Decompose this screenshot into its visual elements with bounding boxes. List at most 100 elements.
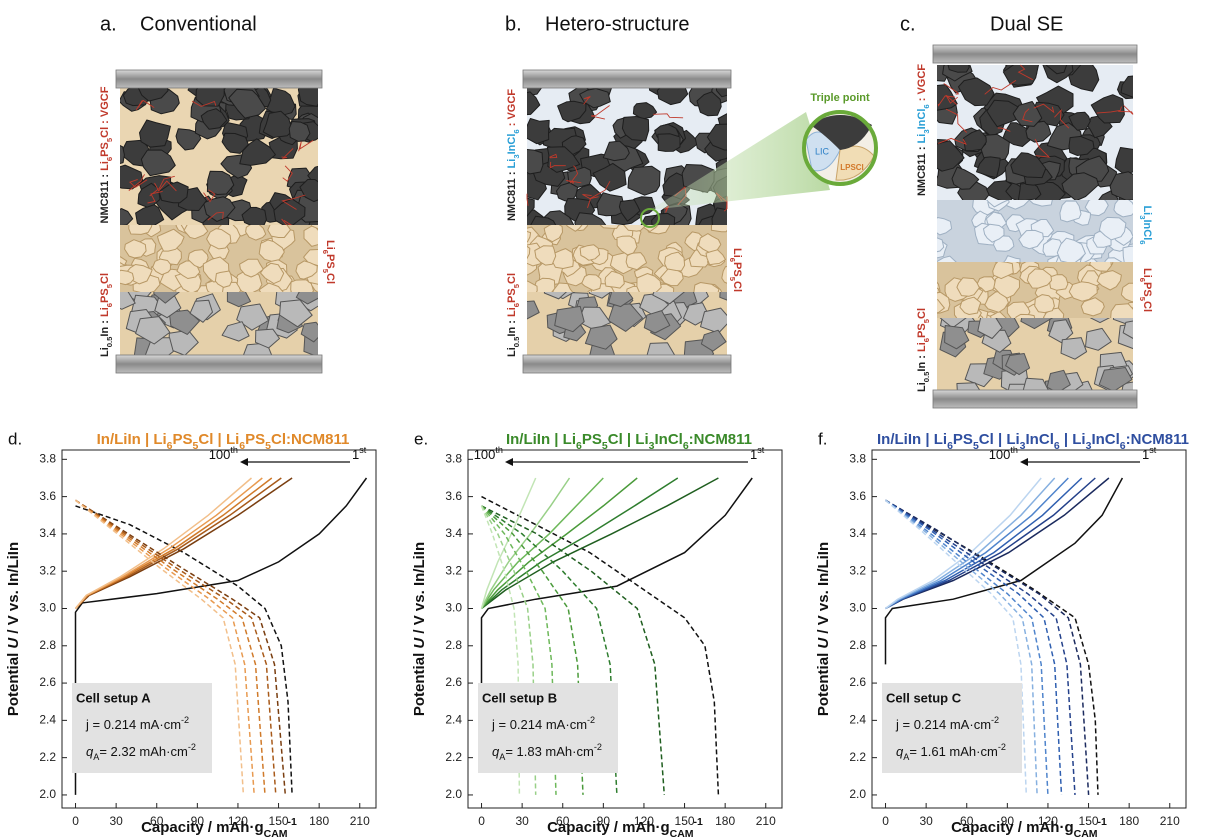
- carbon-fiber: [943, 83, 960, 95]
- x-tick-label: 150: [269, 814, 289, 828]
- particle: [299, 179, 318, 203]
- particle: [315, 225, 318, 231]
- carbon-fiber: [154, 180, 177, 192]
- side-label: NMC811 : Li3InCl6 : VGCF: [506, 89, 521, 221]
- particle: [262, 110, 294, 138]
- side-label: Li0.5In : Li6PS5Cl: [916, 308, 931, 392]
- particle: [596, 192, 626, 217]
- current-collector: [115, 354, 323, 374]
- charge-curve: [481, 477, 719, 610]
- x-tick-label: 120: [228, 814, 248, 828]
- particle: [245, 225, 267, 241]
- inset-left: LIC: [815, 146, 830, 156]
- y-axis-label: Potential U / V vs. In/LiIn: [815, 542, 832, 716]
- particle: [963, 129, 987, 152]
- y-tick-label: 3.8: [445, 451, 462, 465]
- carbon-fiber: [191, 100, 217, 107]
- particle: [527, 230, 532, 243]
- particle: [937, 140, 965, 172]
- discharge-curve: [75, 499, 266, 795]
- x-tick-label: 180: [1119, 814, 1139, 828]
- particle: [527, 197, 535, 217]
- side-label-part: Li0.5In :: [99, 317, 114, 357]
- particle: [1090, 94, 1125, 124]
- particle: [1084, 200, 1109, 217]
- side-label: NMC811 : Li3InCl6 : VGCF: [916, 64, 931, 196]
- side-label: Li6PS5Cl: [728, 248, 743, 292]
- panel-label: f.: [818, 429, 827, 448]
- setup-box: [882, 683, 1022, 773]
- x-tick-label: 90: [597, 814, 611, 828]
- particle: [120, 164, 144, 190]
- particle: [1020, 318, 1054, 330]
- side-label: Li6PS5Cl: [1138, 268, 1153, 312]
- y-tick-label: 3.2: [445, 563, 462, 577]
- particle: [1085, 327, 1112, 351]
- x-tick-label: 180: [715, 814, 735, 828]
- particle: [139, 119, 171, 148]
- panel-label: c.: [900, 13, 916, 35]
- y-tick-label: 2.0: [445, 787, 462, 801]
- side-label-part: Li6PS5Cl: [506, 273, 521, 317]
- particle: [657, 133, 681, 152]
- setup-line: j = 0.214 mA·cm-2: [85, 715, 189, 732]
- y-tick-label: 2.8: [39, 638, 56, 652]
- discharge-curve: [75, 499, 287, 795]
- particle: [310, 225, 318, 230]
- particle: [140, 149, 176, 177]
- current-collector: [115, 69, 323, 89]
- particle: [607, 303, 643, 332]
- charge-curve: [480, 477, 753, 684]
- particle: [944, 325, 970, 350]
- carbon-fiber: [570, 165, 579, 184]
- carbon-fiber: [549, 153, 558, 159]
- arrow-start-label: 1st: [750, 445, 765, 462]
- x-tick-label: 150: [675, 814, 695, 828]
- particle: [168, 309, 200, 335]
- side-label-part: : VGCF: [99, 86, 111, 127]
- particle: [303, 225, 318, 247]
- panel-title: Dual SE: [990, 13, 1063, 35]
- x-tick-label: 30: [515, 814, 529, 828]
- carbon-fiber: [149, 175, 175, 197]
- particle: [1045, 65, 1068, 75]
- y-tick-label: 3.6: [445, 489, 462, 503]
- particle: [1028, 200, 1053, 207]
- setup-line: qA= 1.61 mAh·cm-2: [896, 742, 1006, 762]
- particle: [297, 88, 318, 107]
- discharge-curve: [481, 505, 666, 795]
- particle: [1080, 297, 1105, 317]
- particle: [206, 228, 232, 250]
- charge-curve: [480, 477, 537, 609]
- particle: [120, 145, 125, 165]
- particle: [986, 99, 1022, 128]
- side-label-part: Li3InCl6: [916, 104, 931, 143]
- x-tick-label: 30: [109, 814, 123, 828]
- y-tick-label: 2.6: [39, 675, 56, 689]
- particle: [1002, 65, 1040, 86]
- charge-curve: [74, 477, 273, 610]
- layer: [527, 88, 727, 225]
- particle: [621, 116, 650, 142]
- x-tick-label: 180: [309, 814, 329, 828]
- carbon-fiber: [1017, 64, 1034, 81]
- particle: [120, 208, 134, 225]
- particle: [1098, 216, 1127, 241]
- particle: [1049, 274, 1069, 291]
- y-tick-label: 3.4: [849, 526, 866, 540]
- y-tick-label: 2.2: [445, 750, 462, 764]
- carbon-fiber: [526, 193, 529, 206]
- y-tick-label: 3.8: [39, 451, 56, 465]
- particle: [124, 239, 147, 259]
- layer: [937, 65, 1133, 200]
- layer: [937, 262, 1133, 318]
- charge-curve: [480, 477, 571, 609]
- carbon-fiber: [590, 105, 610, 120]
- carbon-fiber: [203, 189, 216, 203]
- carbon-fiber: [207, 211, 224, 221]
- particle: [1068, 111, 1091, 131]
- particle: [579, 88, 611, 109]
- particle: [1059, 200, 1082, 223]
- setup-line: Cell setup A: [76, 690, 151, 705]
- y-tick-label: 2.6: [445, 675, 462, 689]
